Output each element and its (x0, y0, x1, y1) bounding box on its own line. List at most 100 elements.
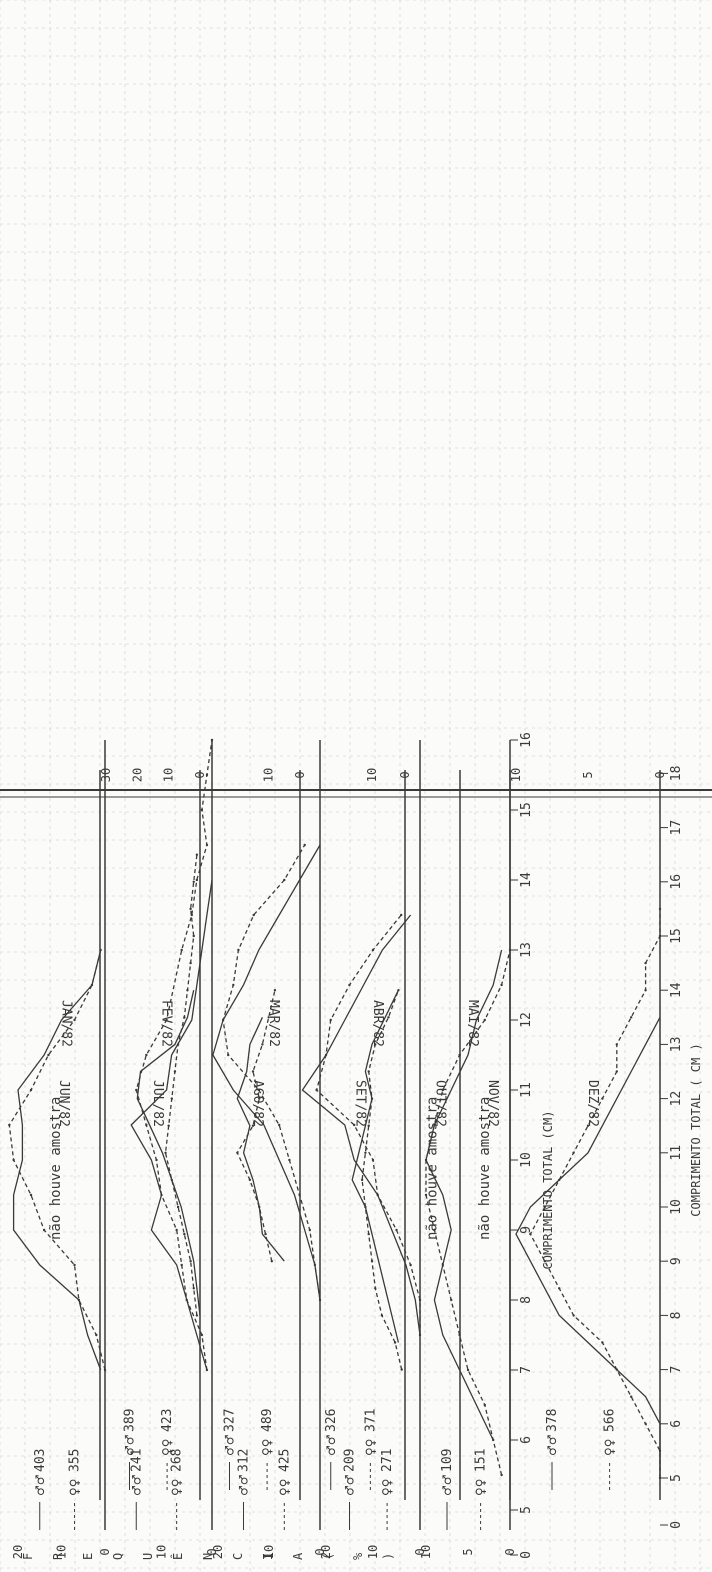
series-point (424, 1158, 428, 1162)
series-point (303, 843, 306, 847)
series-point (29, 1193, 33, 1197)
y-axis-label-letter: E (81, 1553, 95, 1560)
series-point (658, 1449, 662, 1453)
legend-count: 151 (474, 1449, 489, 1472)
x-tick-label: 14 (669, 982, 684, 998)
series-point (374, 1043, 377, 1046)
series-point (73, 1263, 76, 1267)
series-line (236, 1017, 285, 1262)
legend-count: 268 (170, 1449, 185, 1472)
series-point (189, 961, 192, 965)
legend-label: ♀♀ (170, 1478, 184, 1496)
legend-label: ♀♀ (603, 1438, 617, 1456)
x-tick-label: 6 (669, 1420, 684, 1428)
y-axis-label-letter: % (351, 1552, 365, 1560)
x-tick-label: 18 (669, 766, 684, 782)
series-point (586, 1124, 590, 1127)
series-point (273, 989, 277, 992)
series-line (236, 990, 276, 1262)
y-tick-label: 10 (509, 768, 523, 782)
subplot-title: NOV/82 (485, 1080, 500, 1127)
series-line (361, 989, 403, 1370)
y-tick-label: 20 (130, 768, 144, 782)
series-point (364, 1205, 367, 1209)
y-tick-label: 0 (293, 771, 307, 778)
series-line (425, 949, 511, 1476)
series-point (205, 843, 209, 847)
series-line (212, 844, 321, 1301)
legend-label: ♂♂ (343, 1474, 357, 1496)
series-point (318, 1298, 322, 1302)
subplot-jan-82: JAN/82 0 10 20 ♂♂ 403 ♀♀ 355 (8, 740, 112, 1559)
series-point (236, 1151, 239, 1155)
x-tick-label: 12 (519, 1012, 534, 1028)
series-point (176, 1205, 180, 1209)
series-point (433, 1228, 436, 1232)
series-point (371, 1158, 375, 1162)
series-point (283, 878, 286, 882)
series-point (160, 1193, 163, 1197)
series-point (400, 913, 403, 917)
series-point (73, 1018, 76, 1022)
series-point (180, 1263, 183, 1267)
series-point (175, 1228, 178, 1232)
legend-count: 378 (545, 1409, 560, 1432)
series-point (558, 1178, 561, 1182)
y-tick-label: 20 (319, 1545, 333, 1559)
y-tick-label: 10 (162, 768, 176, 782)
series-point (393, 1341, 397, 1344)
series-point (529, 1232, 532, 1236)
series-line (136, 990, 201, 1316)
series-point (500, 1473, 503, 1477)
subplot-set-82: SET/82 0 10 ♂♂ 326 ♀♀ 371 (324, 768, 412, 1500)
y-tick-label: 0 (193, 771, 207, 778)
y-tick-label: 10 (55, 1545, 69, 1559)
subplot-title: JUN/82 (56, 1080, 71, 1127)
series-point (353, 1123, 356, 1127)
series-point (77, 1298, 81, 1302)
series-point (409, 1263, 412, 1267)
legend-count: 109 (440, 1449, 455, 1472)
y-tick-label: 0 (413, 1548, 427, 1555)
series-point (367, 1070, 370, 1073)
legend-count: 355 (68, 1449, 83, 1472)
series-point (441, 1088, 444, 1092)
series-point (483, 1018, 486, 1022)
series-point (367, 1232, 370, 1236)
y-tick-label: 0 (313, 1548, 327, 1555)
series-point (167, 1124, 170, 1127)
series-point (395, 1228, 398, 1232)
no-sample-annotation: não houve amostra (425, 1097, 441, 1240)
legend-count: 241 (129, 1449, 144, 1472)
series-point (195, 853, 199, 856)
y-axis-label-letter: Ê (170, 1553, 185, 1560)
series-point (418, 1298, 422, 1302)
series-point (258, 1205, 261, 1209)
legend-count: 403 (33, 1449, 48, 1472)
series-point (601, 1097, 604, 1100)
x-tick-label: 8 (519, 1296, 534, 1304)
series-point (189, 907, 192, 911)
x-tick-label: 6 (519, 1436, 534, 1444)
subplot-dez-82: DEZ/82 0 5 10 ♂♂ 378 ♀♀ 566 0 5 6 7 8 9 10 11 12 13 14 15 16… (509, 766, 703, 1529)
y-tick-label: 20 (11, 1545, 25, 1559)
series-point (8, 1123, 11, 1127)
x-tick-label: 0 (669, 1521, 684, 1529)
series-point (278, 1123, 281, 1127)
series-point (424, 1193, 428, 1197)
legend-count: 327 (223, 1409, 238, 1432)
x-tick-label: 9 (669, 1257, 684, 1265)
series-point (397, 989, 400, 992)
legend-label: ♀♀ (474, 1478, 488, 1496)
y-tick-label: 10 (262, 1545, 276, 1559)
series-point (370, 1260, 374, 1263)
series-point (270, 1260, 273, 1263)
legend-count: 489 (260, 1409, 275, 1432)
series-point (315, 1088, 318, 1092)
